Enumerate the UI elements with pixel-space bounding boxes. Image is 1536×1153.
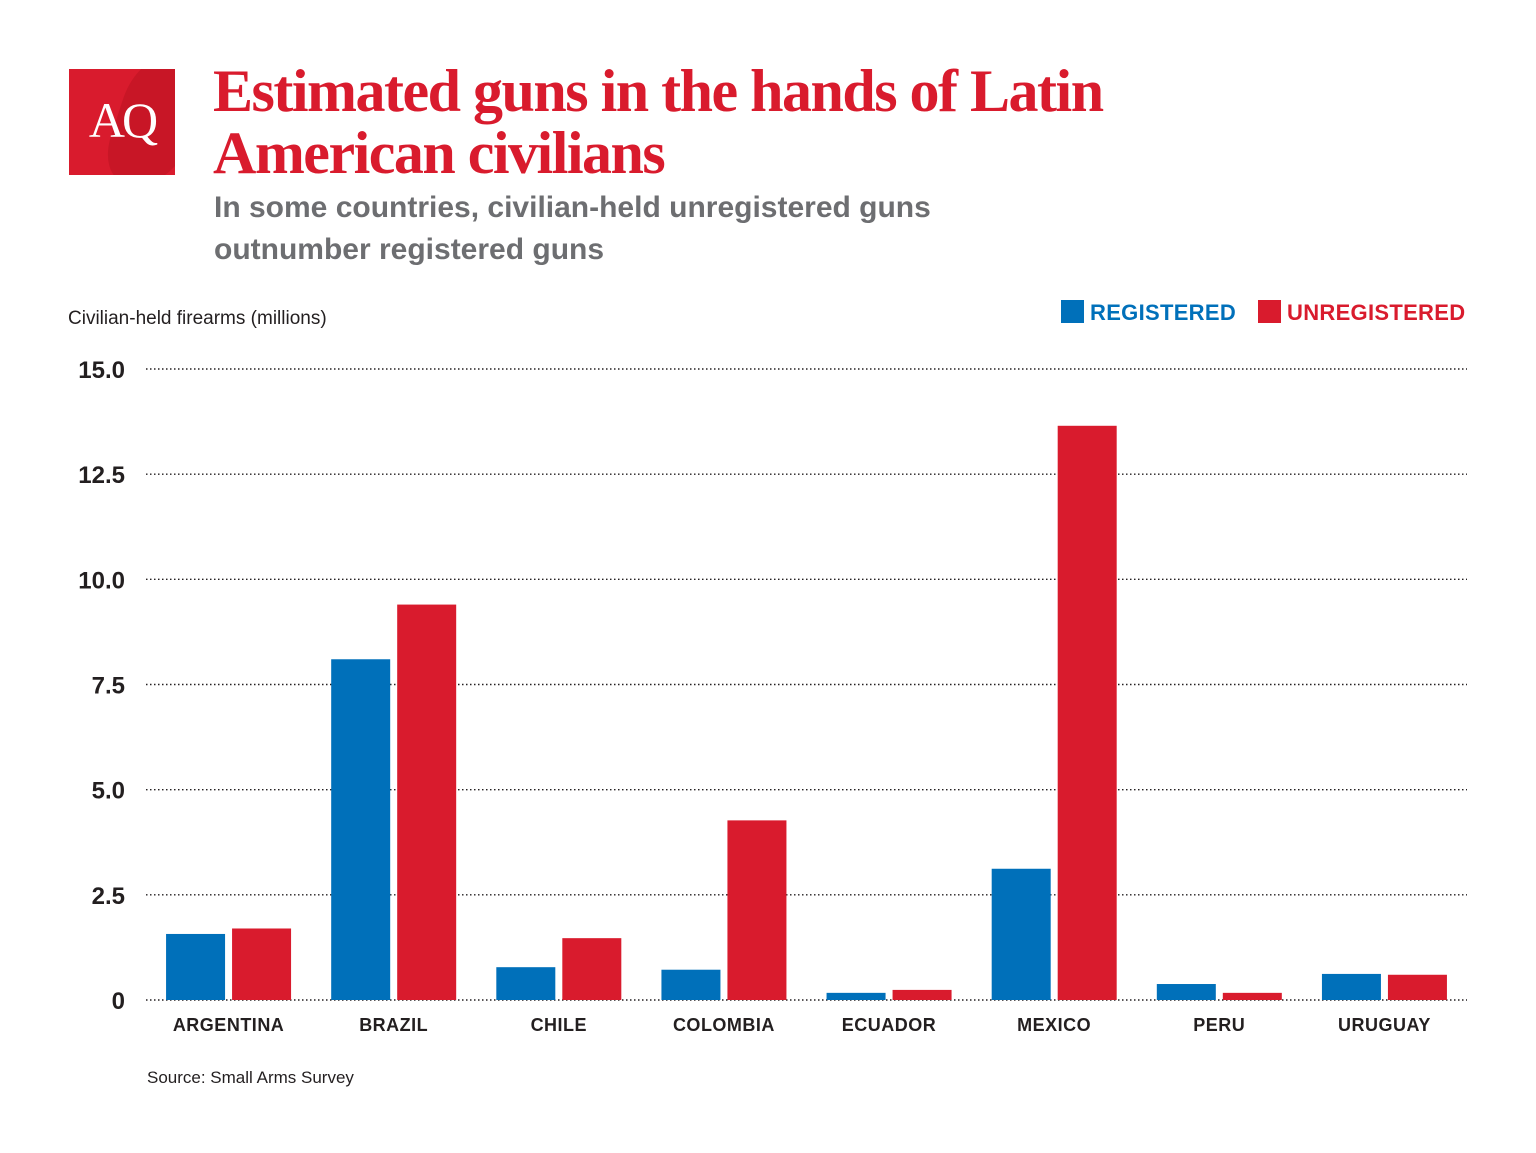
bar-registered-uruguay	[1321, 973, 1381, 1000]
x-tick-label: ECUADOR	[842, 1015, 937, 1035]
logo-text: AQ	[88, 92, 158, 148]
y-tick-label: 5.0	[92, 778, 125, 805]
bar-registered-peru	[1156, 984, 1216, 1000]
bar-unregistered-chile	[562, 938, 622, 1000]
x-tick-label: URUGUAY	[1338, 1015, 1431, 1035]
bar-registered-brazil	[331, 659, 391, 1000]
bar-unregistered-brazil	[397, 604, 457, 1000]
y-axis-label: Civilian-held firearms (millions)	[68, 308, 327, 329]
bars	[166, 425, 1447, 1000]
bar-unregistered-ecuador	[892, 989, 952, 1000]
chart-subtitle: In some countries, civilian-held unregis…	[214, 191, 931, 266]
bar-unregistered-uruguay	[1387, 974, 1447, 1000]
bar-registered-mexico	[991, 868, 1051, 1000]
y-tick-label: 15.0	[78, 357, 125, 384]
y-tick-label: 10.0	[78, 567, 125, 594]
x-tick-label: CHILE	[531, 1015, 588, 1035]
x-axis-labels: ARGENTINA BRAZIL CHILE COLOMBIA ECUADOR MEXIC…	[173, 1015, 1431, 1035]
y-tick-label: 12.5	[78, 462, 125, 489]
aq-logo: AQ	[69, 69, 175, 175]
bar-unregistered-colombia	[727, 820, 787, 1000]
y-tick-label: 0	[112, 988, 125, 1015]
y-tick-label: 2.5	[92, 883, 125, 910]
bar-registered-chile	[496, 967, 556, 1000]
y-axis-ticks: 0 2.5 5.0 7.5 10.0 12.5 15.0	[78, 357, 125, 1015]
chart-title: Estimated guns in the hands of Latin Ame…	[213, 58, 1104, 186]
bar-unregistered-mexico	[1057, 425, 1117, 1000]
bar-registered-ecuador	[826, 992, 886, 1000]
bar-registered-argentina	[166, 933, 226, 1000]
x-tick-label: ARGENTINA	[173, 1015, 285, 1035]
legend-swatch-registered	[1061, 300, 1084, 323]
bar-unregistered-peru	[1222, 992, 1282, 1000]
legend-label-registered: REGISTERED	[1090, 300, 1236, 325]
bar-registered-colombia	[661, 969, 721, 1000]
x-tick-label: COLOMBIA	[673, 1015, 775, 1035]
y-tick-label: 7.5	[92, 673, 125, 700]
legend: REGISTERED UNREGISTERED	[1061, 300, 1465, 325]
legend-label-unregistered: UNREGISTERED	[1287, 300, 1465, 325]
x-tick-label: PERU	[1193, 1015, 1245, 1035]
x-tick-label: BRAZIL	[359, 1015, 428, 1035]
x-tick-label: MEXICO	[1017, 1015, 1091, 1035]
bar-unregistered-argentina	[232, 928, 292, 1000]
source-note: Source: Small Arms Survey	[147, 1068, 354, 1087]
legend-swatch-unregistered	[1258, 300, 1281, 323]
